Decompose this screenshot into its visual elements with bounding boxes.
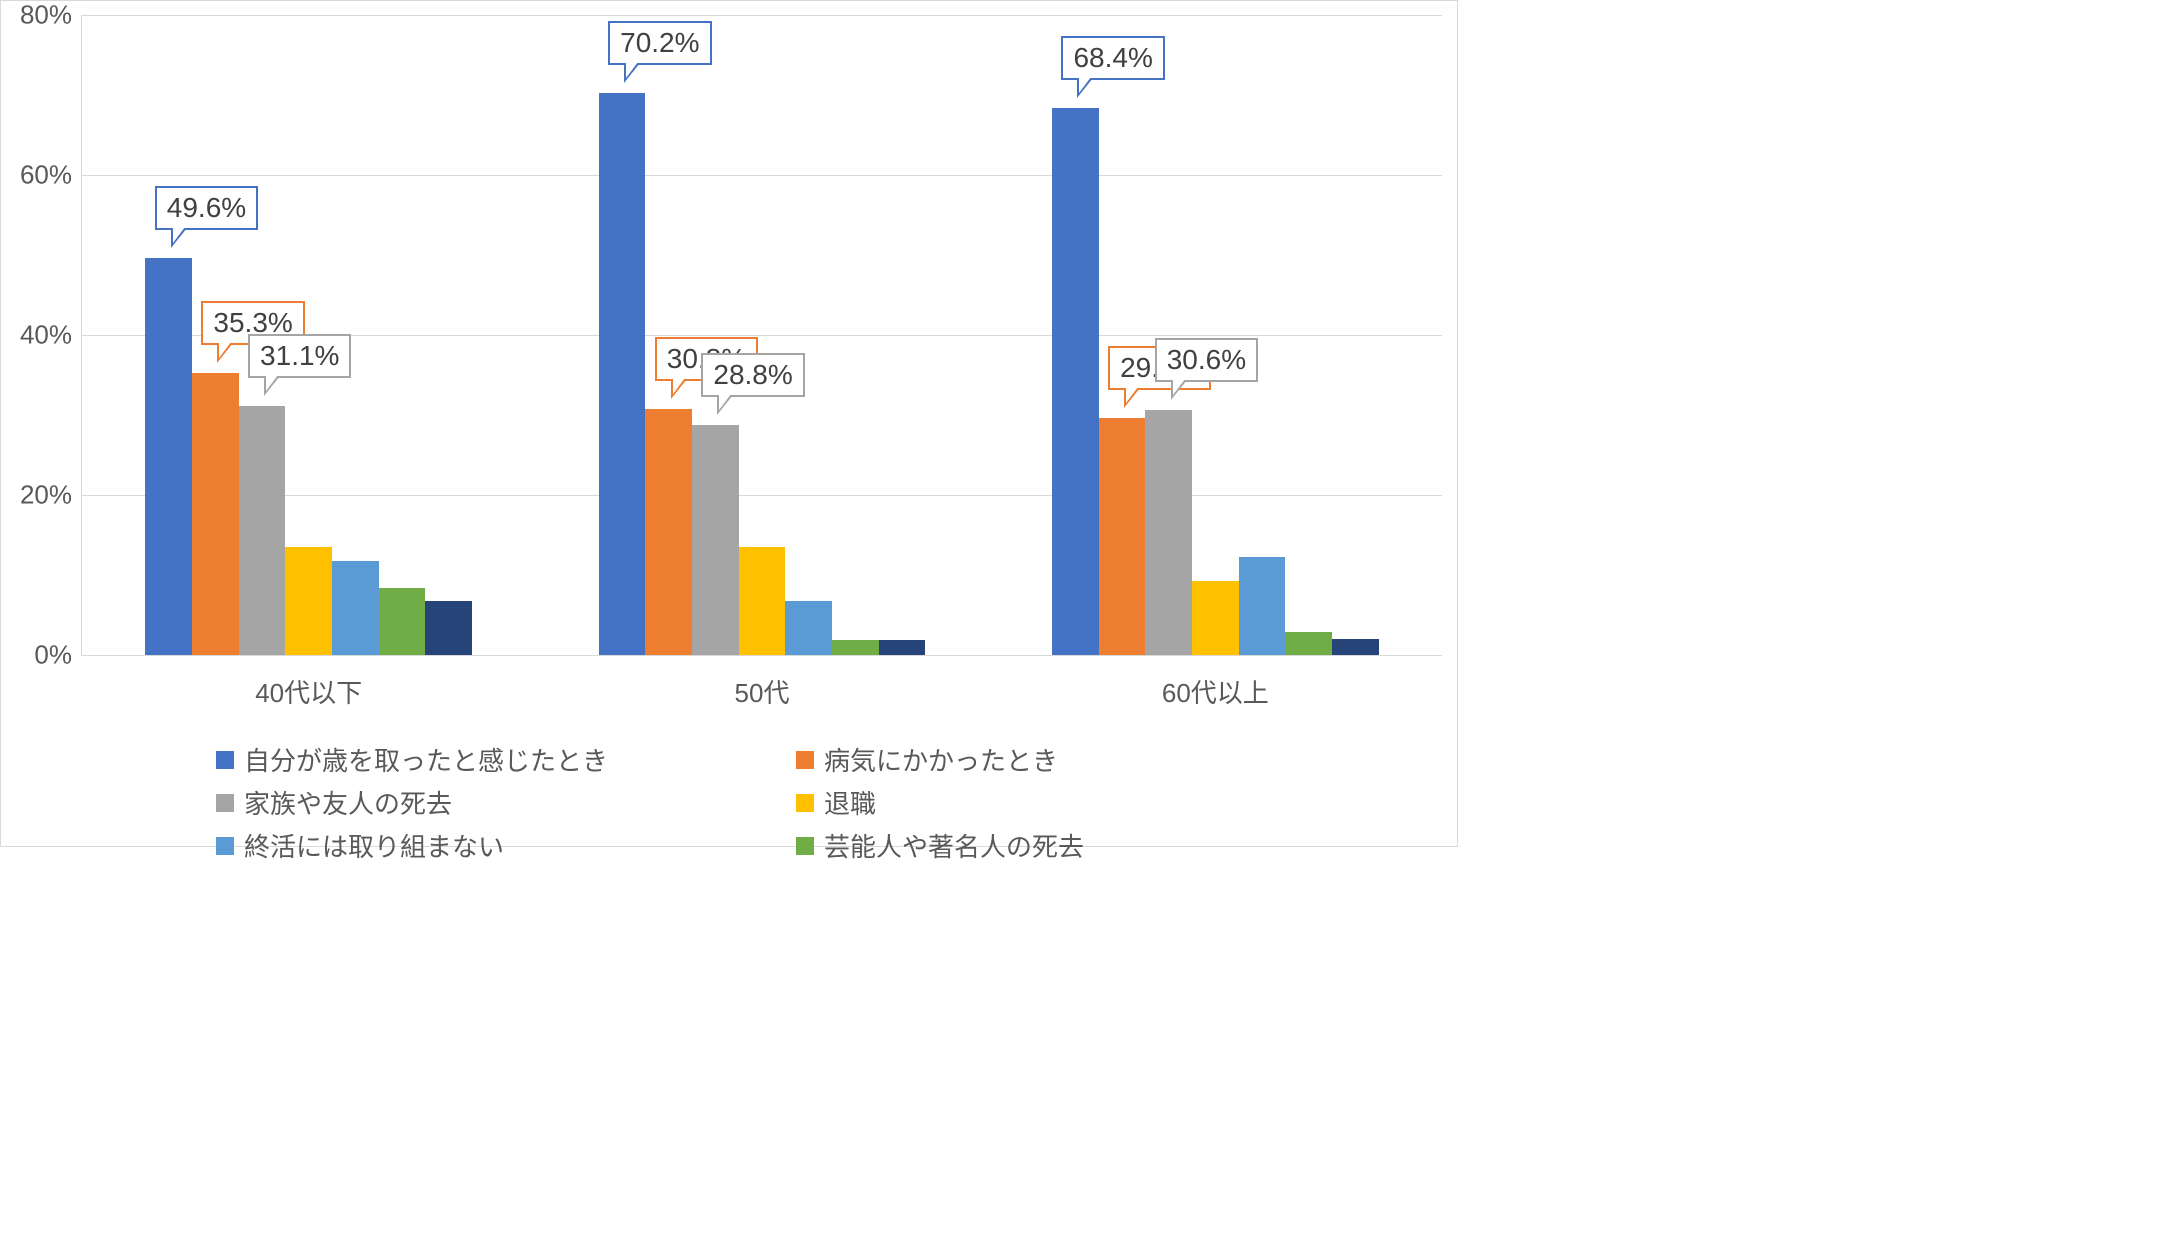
legend-swatch <box>216 837 234 855</box>
legend: 自分が歳を取ったと感じたとき 病気にかかったとき家族や友人の死去 退職終活には取り組… <box>216 741 1316 864</box>
legend-item: 自分が歳を取ったと感じたとき <box>216 741 736 778</box>
legend-label: 家族や友人の死去 <box>244 784 452 821</box>
bar <box>1239 557 1286 655</box>
bar <box>599 93 646 655</box>
bar <box>379 588 426 655</box>
y-tick-label: 0% <box>34 640 82 671</box>
legend-item: 退職 <box>796 784 1316 821</box>
bar <box>425 601 472 655</box>
legend-item: 終活には取り組まない <box>216 827 736 864</box>
y-tick-label: 80% <box>20 0 82 31</box>
legend-label: 自分が歳を取ったと感じたとき <box>244 741 608 778</box>
bar <box>239 406 286 655</box>
legend-swatch <box>216 751 234 769</box>
x-tick-label: 40代以下 <box>255 655 362 710</box>
legend-item: 病気にかかったとき <box>796 741 1316 778</box>
data-label-callout: 30.6% <box>1155 338 1258 382</box>
plot-area: 0%20%40%60%80%40代以下50代60代以上49.6%35.3%31.… <box>81 15 1442 656</box>
gridline <box>82 15 1442 16</box>
legend-item: 家族や友人の死去 <box>216 784 736 821</box>
data-label-callout: 28.8% <box>701 353 804 397</box>
y-tick-label: 40% <box>20 320 82 351</box>
legend-label: 終活には取り組まない <box>244 827 504 864</box>
gridline <box>82 495 1442 496</box>
legend-label: 芸能人や著名人の死去 <box>824 827 1084 864</box>
bar <box>192 373 239 655</box>
bar <box>832 640 879 655</box>
data-label-callout: 31.1% <box>248 334 351 378</box>
bar <box>1332 639 1379 655</box>
bar <box>1285 632 1332 655</box>
bar <box>1192 581 1239 655</box>
data-label-callout: 70.2% <box>608 21 711 65</box>
bar <box>285 547 332 655</box>
legend-label: 退職 <box>824 784 876 821</box>
y-tick-label: 20% <box>20 480 82 511</box>
bar <box>785 601 832 655</box>
bar <box>1145 410 1192 655</box>
y-tick-label: 60% <box>20 160 82 191</box>
bar <box>1052 108 1099 655</box>
data-label-callout: 49.6% <box>155 186 258 230</box>
grouped-bar-chart: 0%20%40%60%80%40代以下50代60代以上49.6%35.3%31.… <box>0 0 1458 847</box>
legend-item: 芸能人や著名人の死去 <box>796 827 1316 864</box>
bar <box>145 258 192 655</box>
legend-label: 病気にかかったとき <box>824 741 1058 778</box>
bar <box>879 640 926 655</box>
legend-swatch <box>796 794 814 812</box>
data-label-callout: 68.4% <box>1061 36 1164 80</box>
x-tick-label: 60代以上 <box>1162 655 1269 710</box>
legend-swatch <box>216 794 234 812</box>
bar <box>332 561 379 655</box>
gridline <box>82 175 1442 176</box>
bar <box>692 425 739 655</box>
bar <box>1099 418 1146 655</box>
x-tick-label: 50代 <box>735 655 790 710</box>
legend-swatch <box>796 837 814 855</box>
bar <box>739 547 786 655</box>
legend-swatch <box>796 751 814 769</box>
bar <box>645 409 692 655</box>
